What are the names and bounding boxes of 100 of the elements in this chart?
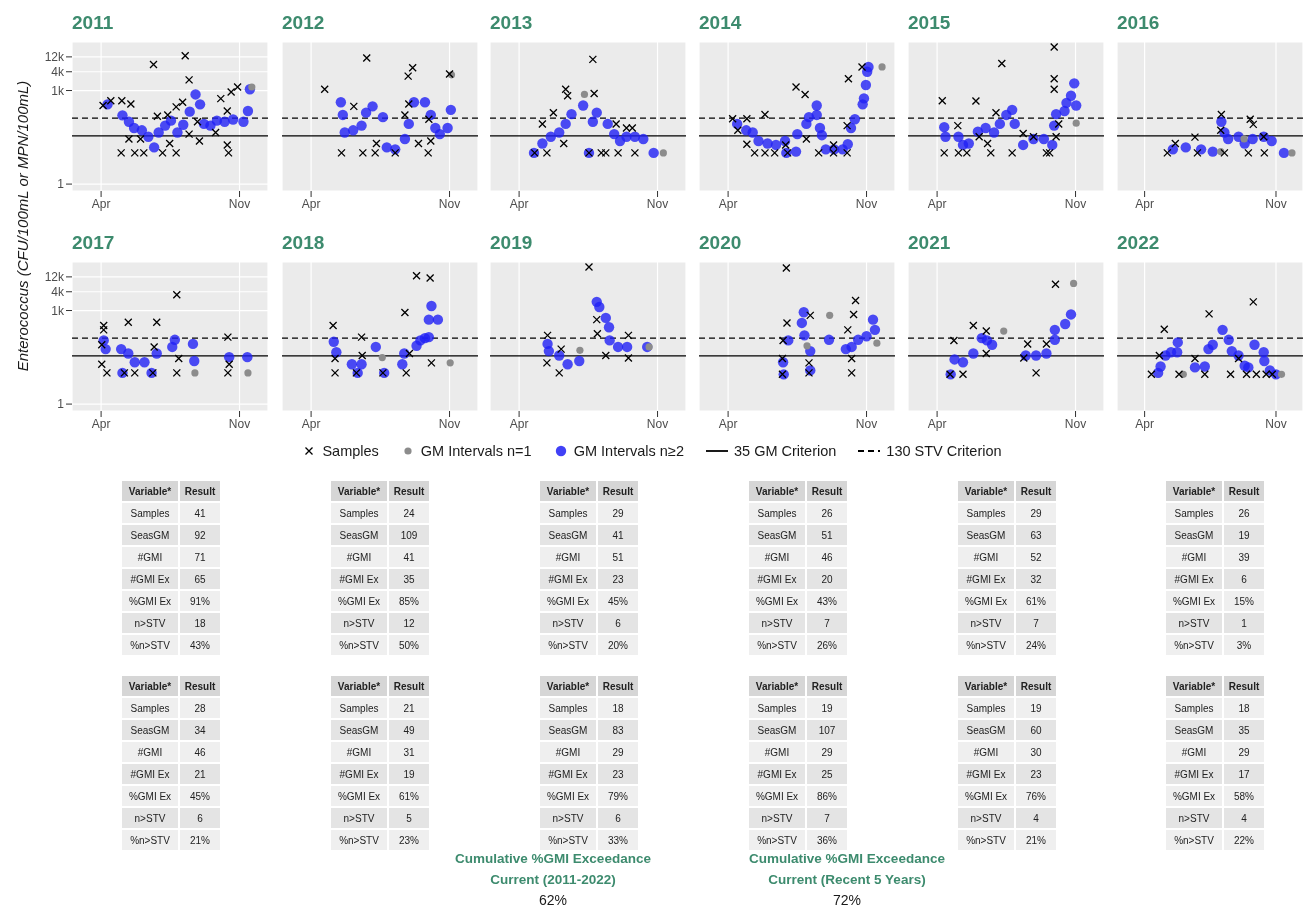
text: Result	[180, 481, 220, 501]
text: 18	[194, 617, 206, 629]
category-label: #GMI Ex	[540, 569, 596, 589]
legend-label: 130 STV Criterion	[886, 443, 1002, 459]
category-label: Samples	[749, 503, 805, 523]
category-label: Samples	[540, 503, 596, 523]
text: 109	[400, 529, 418, 541]
category-label: n>STV	[331, 808, 387, 828]
text: 65	[194, 573, 206, 585]
text: 60	[1030, 724, 1042, 736]
x-tick-label: Nov	[1064, 196, 1087, 211]
text: 83	[612, 724, 624, 736]
text: 29	[821, 746, 833, 758]
text: Variable*	[958, 676, 1014, 696]
x-tick-label: Apr	[509, 196, 529, 211]
chart-title: 2018	[282, 232, 325, 254]
category-label: #GMI	[958, 742, 1014, 762]
text: 6	[1241, 573, 1247, 585]
text: 43%	[189, 639, 210, 651]
text: 61%	[1025, 595, 1046, 607]
text: Result	[389, 676, 429, 696]
x-tick-label: Apr	[718, 196, 738, 211]
text: Current (2011-2022)	[489, 871, 617, 889]
text: Result	[1224, 676, 1264, 696]
category-label: n>STV	[122, 808, 178, 828]
text: 12	[403, 617, 415, 629]
text: 15%	[1233, 595, 1254, 607]
category-label: %GMI Ex	[1166, 786, 1222, 806]
text: 1	[1241, 617, 1247, 629]
category-label: %n>STV	[1166, 635, 1222, 655]
category-label: SeasGM	[540, 525, 596, 545]
category-label: n>STV	[1166, 613, 1222, 633]
text: Result	[1016, 481, 1056, 501]
x-tick-label: Nov	[855, 416, 878, 431]
text: 18	[1238, 702, 1250, 714]
x-tick-label: Apr	[927, 196, 947, 211]
x-tick-label: Apr	[91, 196, 111, 211]
text: 4	[1241, 812, 1247, 824]
text: 7	[824, 812, 830, 824]
category-label: %n>STV	[958, 830, 1014, 850]
text: 76%	[1025, 790, 1046, 802]
category-label: n>STV	[749, 613, 805, 633]
category-label: #GMI Ex	[1166, 764, 1222, 784]
text: 18	[612, 702, 624, 714]
text: 51	[821, 529, 833, 541]
x-tick-label: Apr	[301, 196, 321, 211]
category-label: %n>STV	[331, 635, 387, 655]
x-tick-label: Nov	[1265, 196, 1287, 211]
text: Variable*	[540, 481, 596, 501]
text: 6	[615, 812, 621, 824]
category-label: %n>STV	[540, 830, 596, 850]
x-tick-label: Nov	[646, 196, 669, 211]
text: 19	[1030, 702, 1042, 714]
category-label: #GMI Ex	[958, 569, 1014, 589]
category-label: Samples	[540, 698, 596, 718]
text: 23	[612, 768, 624, 780]
text: 71	[194, 551, 206, 563]
category-label: %GMI Ex	[749, 591, 805, 611]
text: 26	[821, 507, 833, 519]
category-label: Samples	[331, 503, 387, 523]
text: 6	[615, 617, 621, 629]
text: 4	[1033, 812, 1039, 824]
text: Result	[1016, 676, 1056, 696]
x-tick-label: Nov	[855, 196, 878, 211]
text: Variable*	[122, 676, 178, 696]
text: 72%	[832, 891, 862, 910]
text: 39	[1238, 551, 1250, 563]
text: 46	[821, 551, 833, 563]
category-label: Samples	[331, 698, 387, 718]
y-tick-label: 12k	[44, 270, 65, 285]
category-label: #GMI Ex	[540, 764, 596, 784]
legend-label: Samples	[322, 443, 379, 459]
chart-title: 2015	[908, 12, 951, 34]
x-tick-label: Apr	[927, 416, 947, 431]
text: 36%	[816, 834, 837, 846]
text: Variable*	[331, 481, 387, 501]
text: 29	[1030, 507, 1042, 519]
text: Result	[1224, 481, 1264, 501]
text: Cumulative %GMI Exceedance	[748, 850, 946, 868]
y-tick-label: 4k	[51, 285, 65, 300]
category-label: #GMI Ex	[122, 569, 178, 589]
y-tick-label: 1k	[51, 83, 65, 98]
text: Variable*	[1166, 676, 1222, 696]
text: 34	[194, 724, 206, 736]
category-label: %GMI Ex	[331, 591, 387, 611]
category-label: Samples	[122, 698, 178, 718]
text: 30	[1030, 746, 1042, 758]
text: Variable*	[331, 676, 387, 696]
text: 41	[194, 507, 206, 519]
category-label: SeasGM	[749, 525, 805, 545]
category-label: n>STV	[958, 613, 1014, 633]
y-tick-label: 4k	[51, 65, 65, 80]
text: 58%	[1233, 790, 1254, 802]
text: 61%	[398, 790, 419, 802]
x-tick-label: Nov	[1265, 416, 1287, 431]
text: 17	[1238, 768, 1250, 780]
text: 91%	[189, 595, 210, 607]
chart-title: 2022	[1117, 232, 1160, 254]
text: 32	[1030, 573, 1042, 585]
category-label: %GMI Ex	[122, 591, 178, 611]
